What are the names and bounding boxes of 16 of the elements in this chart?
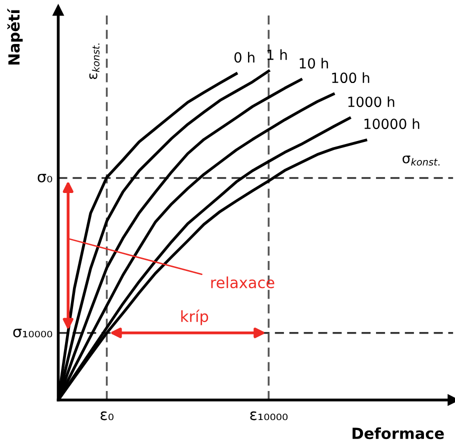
- y-axis-title: Napětí: [7, 8, 23, 65]
- annotation: relaxace: [211, 276, 274, 288]
- series-label: 1 h: [267, 49, 287, 60]
- series-label: 100 h: [332, 72, 370, 84]
- series-label: 10 h: [300, 58, 328, 69]
- ref-line-label: σ₁₀₀₀₀: [13, 328, 52, 338]
- ref-line-label: σ₀: [38, 174, 52, 182]
- series-label: 1000 h: [348, 96, 394, 108]
- series-label: 0 h: [234, 52, 254, 63]
- x-tick-label: ε₁₀₀₀₀: [250, 411, 288, 420]
- x-tick-label: ε₀: [100, 411, 114, 420]
- annotation: ε$_{konst.}$: [89, 44, 100, 80]
- series-label: 10000 h: [364, 118, 420, 130]
- annotation: kríp: [181, 310, 208, 326]
- annotation: σ$_{konst.}$: [402, 156, 440, 166]
- x-axis-title: Deformace: [352, 427, 444, 440]
